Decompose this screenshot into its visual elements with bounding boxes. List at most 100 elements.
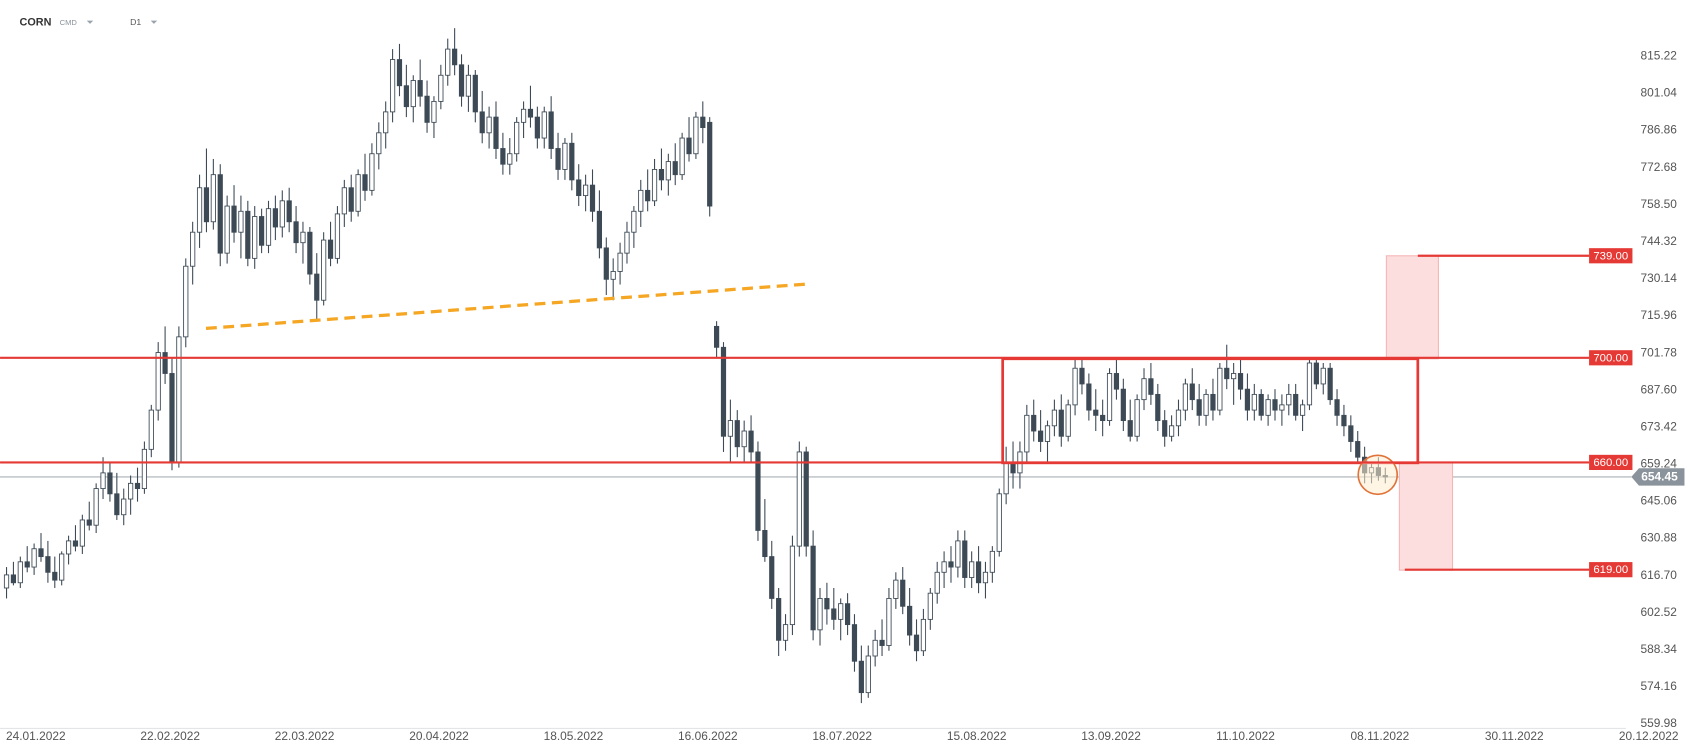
candle-body bbox=[1106, 373, 1113, 421]
candle-body bbox=[720, 346, 727, 437]
candle-body bbox=[1313, 362, 1319, 385]
symbol[interactable]: CORN bbox=[20, 17, 52, 29]
candle-body bbox=[562, 142, 568, 170]
x-tick-label: 18.07.2022 bbox=[812, 729, 872, 743]
x-tick-label: 15.08.2022 bbox=[947, 729, 1007, 743]
candle-body bbox=[396, 59, 403, 87]
candle-body bbox=[1182, 383, 1188, 411]
candle-body bbox=[1003, 461, 1009, 495]
candle-body bbox=[479, 111, 485, 134]
candle-body bbox=[1127, 420, 1133, 437]
candle-body bbox=[86, 519, 92, 526]
y-tick-label: 616.70 bbox=[1640, 568, 1677, 582]
y-tick-label: 645.06 bbox=[1640, 494, 1677, 508]
y-tick-label: 574.16 bbox=[1640, 679, 1677, 693]
highlight-circle bbox=[1357, 454, 1399, 496]
candle-body bbox=[610, 271, 616, 280]
market[interactable]: CMD bbox=[60, 18, 78, 27]
candle-body bbox=[851, 624, 858, 662]
candle-body bbox=[844, 603, 851, 626]
dropdown-arrow[interactable] bbox=[86, 20, 94, 24]
candle-body bbox=[803, 451, 809, 547]
x-tick-label: 20.12.2022 bbox=[1619, 729, 1679, 743]
candle-body bbox=[762, 529, 768, 558]
candle-body bbox=[541, 111, 547, 139]
candle-body bbox=[1086, 383, 1092, 411]
candle-body bbox=[10, 574, 17, 584]
candle-body bbox=[1141, 378, 1147, 401]
target-zone-down bbox=[1398, 462, 1454, 571]
candle-body bbox=[1265, 399, 1271, 416]
candle-body bbox=[1293, 393, 1299, 416]
candle-body bbox=[1148, 378, 1154, 395]
candle-body bbox=[658, 169, 665, 181]
x-tick-label: 18.05.2022 bbox=[544, 729, 604, 743]
y-tick-label: 687.60 bbox=[1640, 382, 1677, 396]
candle-body bbox=[969, 561, 975, 578]
y-tick-label: 701.78 bbox=[1640, 345, 1677, 359]
candle-body bbox=[789, 545, 796, 626]
candle-body bbox=[1258, 393, 1264, 416]
candle-body bbox=[334, 213, 341, 259]
candle-body bbox=[824, 598, 830, 610]
candle-body bbox=[631, 210, 637, 233]
candle-body bbox=[24, 561, 30, 568]
candle-body bbox=[231, 205, 237, 233]
y-tick-label: 673.42 bbox=[1640, 419, 1677, 433]
candle-body bbox=[782, 624, 789, 641]
candle-body bbox=[741, 430, 747, 448]
level-label: 739.00 bbox=[1593, 250, 1628, 262]
candle-body bbox=[183, 265, 189, 338]
candle-body bbox=[1065, 404, 1071, 437]
candle-body bbox=[114, 493, 120, 516]
candle-body bbox=[65, 540, 72, 555]
candle-body bbox=[755, 451, 761, 531]
x-tick-label: 08.11.2022 bbox=[1351, 729, 1410, 743]
candle-body bbox=[948, 561, 954, 568]
x-tick-label: 22.03.2022 bbox=[275, 729, 335, 743]
candle-body bbox=[1162, 420, 1168, 437]
candle-body bbox=[989, 550, 995, 573]
candle-body bbox=[376, 132, 382, 155]
level-tag bbox=[1589, 454, 1633, 471]
candle-body bbox=[79, 519, 85, 547]
candle-body bbox=[548, 111, 554, 149]
candle-body bbox=[576, 179, 582, 197]
interval[interactable]: D1 bbox=[130, 17, 141, 27]
candle-body bbox=[445, 48, 451, 76]
candle-body bbox=[555, 148, 561, 170]
candle-body bbox=[383, 111, 389, 134]
candle-body bbox=[1320, 367, 1326, 385]
x-tick-label: 22.02.2022 bbox=[140, 729, 200, 743]
candle-body bbox=[45, 556, 51, 573]
dropdown-arrow[interactable] bbox=[150, 20, 158, 24]
candle-body bbox=[1231, 373, 1237, 380]
candle-body bbox=[1334, 399, 1340, 416]
last-price-label: 654.45 bbox=[1641, 470, 1678, 484]
candle-body bbox=[279, 200, 285, 228]
candle-body bbox=[624, 231, 630, 254]
candle-body bbox=[1024, 414, 1030, 453]
candle-body bbox=[500, 148, 506, 165]
y-tick-label: 758.50 bbox=[1640, 197, 1677, 211]
candle-body bbox=[734, 420, 740, 448]
candle-body bbox=[769, 556, 775, 599]
candle-body bbox=[259, 216, 265, 246]
candle-body bbox=[327, 239, 334, 259]
candle-body bbox=[245, 210, 251, 259]
candle-body bbox=[438, 74, 444, 102]
candle-body bbox=[389, 59, 396, 113]
candle-body bbox=[686, 137, 692, 155]
candle-body bbox=[1244, 388, 1251, 411]
candle-body bbox=[1031, 414, 1037, 432]
candle-body bbox=[300, 231, 306, 244]
candle-body bbox=[603, 247, 609, 280]
candle-body bbox=[1175, 409, 1182, 427]
candle-body bbox=[1051, 409, 1057, 427]
y-tick-label: 772.68 bbox=[1640, 160, 1677, 174]
candle-body bbox=[38, 548, 44, 558]
candle-body bbox=[1196, 399, 1202, 416]
candle-body bbox=[348, 187, 354, 212]
candle-body bbox=[638, 189, 644, 212]
